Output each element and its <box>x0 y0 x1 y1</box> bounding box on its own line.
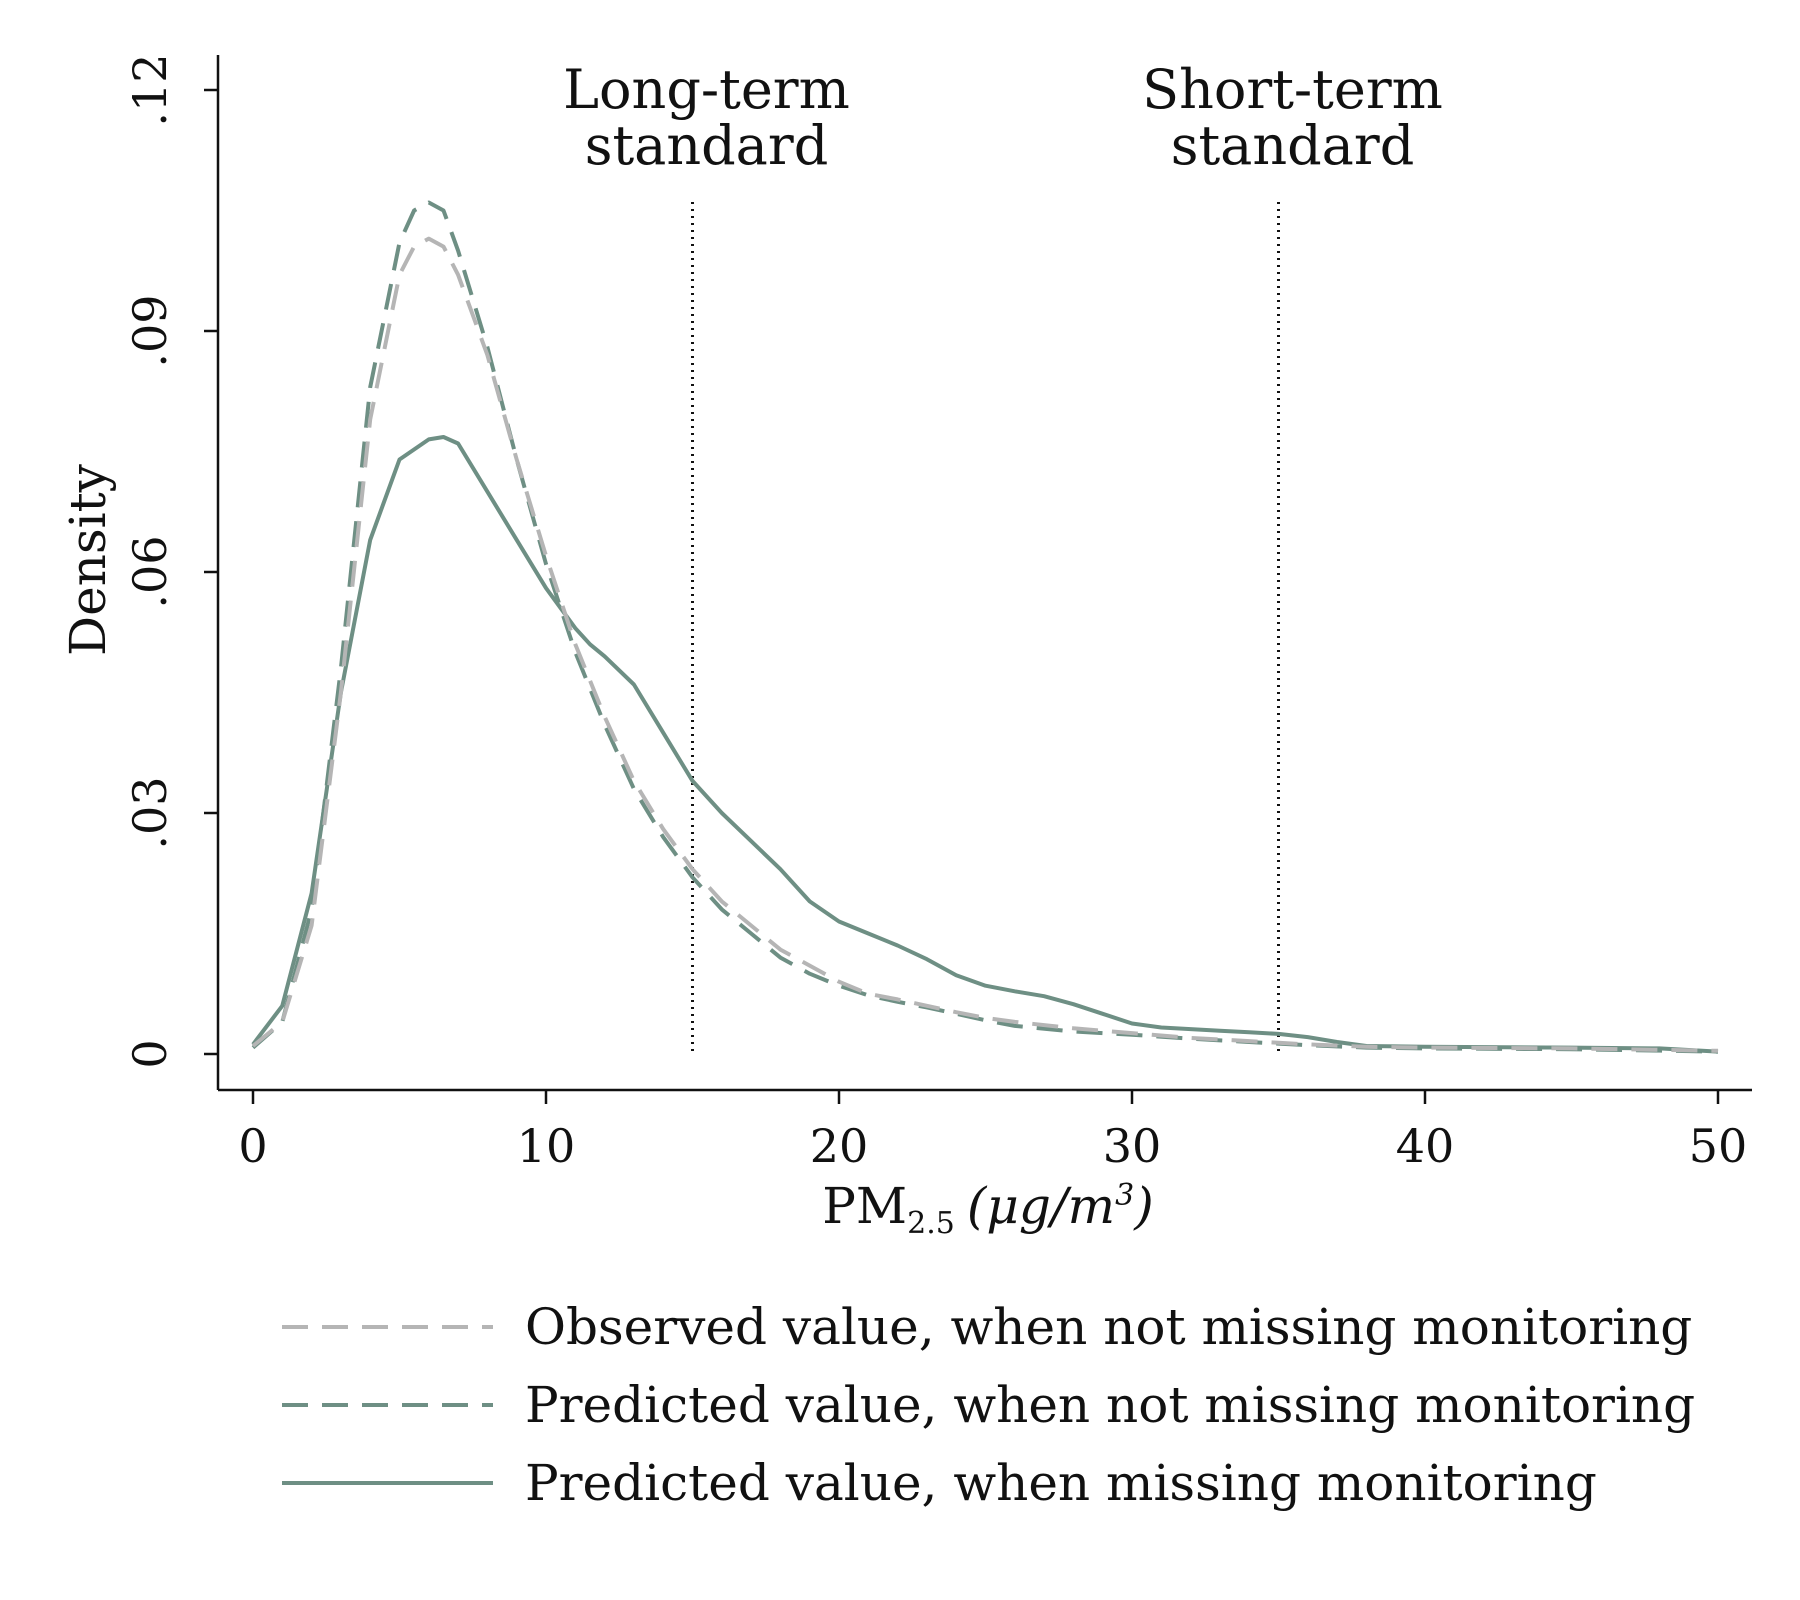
y-tick-label: .12 <box>123 53 177 126</box>
series-line <box>251 435 1719 1054</box>
series-line <box>251 236 1719 1053</box>
reference-line-label: Long-term <box>563 58 850 121</box>
x-axis-title-unit: (μg/m <box>967 1177 1115 1235</box>
y-tick-label: .09 <box>123 294 177 367</box>
x-tick-label: 40 <box>1396 1119 1455 1173</box>
legend-label: Predicted value, when missing monitoring <box>525 1454 1597 1512</box>
ticks: 0 10 20 30 40 50 0 .03 .06 .09 .12 <box>123 53 1747 1173</box>
legend-label: Observed value, when not missing monitor… <box>525 1298 1692 1356</box>
x-tick-label: 10 <box>517 1119 576 1173</box>
x-tick-label: 50 <box>1689 1119 1748 1173</box>
reference-line-label: standard <box>585 114 829 177</box>
x-axis-title-unit-superscript: 3 <box>1115 1178 1134 1213</box>
reference-line-label: Short-term <box>1142 58 1443 121</box>
x-axis-title-main: PM <box>822 1177 907 1235</box>
x-axis-title-unit-close: ) <box>1133 1177 1154 1235</box>
x-tick-label: 20 <box>810 1119 869 1173</box>
x-axis-title-subscript: 2.5 <box>907 1206 955 1241</box>
y-axis-title: Density <box>59 463 117 656</box>
legend-label: Predicted value, when not missing monito… <box>525 1376 1695 1434</box>
series-line <box>251 200 1719 1054</box>
x-tick-label: 30 <box>1103 1119 1162 1173</box>
series-lines <box>251 200 1719 1054</box>
axes <box>216 55 1752 1092</box>
x-tick-label: 0 <box>238 1119 267 1173</box>
reference-line-label: standard <box>1171 114 1415 177</box>
x-axis-title: PM2.5 (μg/m3) <box>822 1177 1153 1241</box>
y-tick-label: 0 <box>123 1039 177 1068</box>
y-tick-label: .06 <box>123 535 177 608</box>
y-tick-label: .03 <box>123 776 177 849</box>
legend: Observed value, when not missing monitor… <box>282 1298 1695 1512</box>
